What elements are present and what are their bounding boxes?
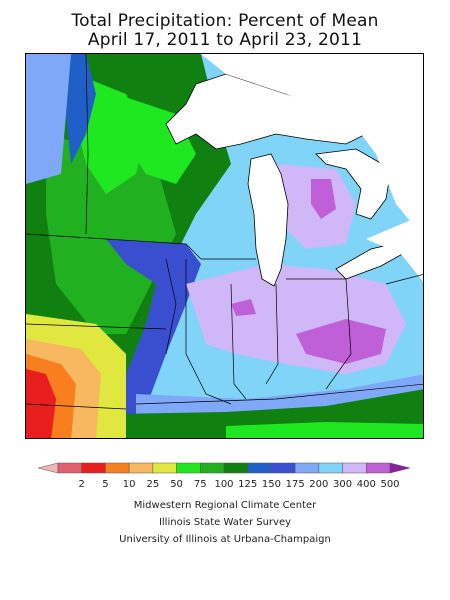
legend-label: 175 [285,479,305,490]
map-title-line2: April 17, 2011 to April 23, 2011 [87,30,363,50]
legend-label: 50 [170,479,183,490]
legend-label: 400 [356,479,376,490]
legend-colorbar [38,462,410,474]
zone-nw-blue [66,54,96,164]
legend-swatch [152,462,177,474]
lake-huron [315,148,392,220]
legend-swatch [105,462,130,474]
canada-region [201,54,423,237]
legend-label: 300 [333,479,353,490]
zone-sw-red [26,369,56,438]
map-title-line1: Total Precipitation: Percent of Mean [71,11,379,31]
legend-swatch [342,462,367,474]
legend-arrow-low [38,462,59,474]
legend-swatch [247,462,272,474]
zone-west-midgreen [46,134,176,334]
legend-label: 500 [380,479,400,490]
legend-swatch [366,462,391,474]
legend-swatch [81,462,106,474]
zone-purple-dark [296,319,386,364]
legend-swatch [200,462,225,474]
zone-south-blue [136,374,423,424]
state-boundaries [26,54,423,410]
legend-swatch [223,462,248,474]
legend-swatch [318,462,343,474]
legend-arrow-high [389,462,410,474]
legend-label: 25 [146,479,160,490]
canada-east [366,214,423,282]
credit-line3: University of Illinois at Urbana-Champai… [119,534,331,545]
lake-michigan [247,153,289,287]
zone-south-lightgreen [226,422,423,438]
zone-nw-lightblue [26,54,71,184]
legend-label: 75 [193,479,207,490]
legend-label: 150 [261,479,281,490]
legend-label: 5 [102,479,109,490]
zone-mid-blue [106,239,201,438]
precipitation-map [25,53,424,439]
zone-purple-spot [231,299,256,316]
legend-swatch [128,462,154,474]
zone-mi-dark [311,179,336,219]
legend-swatch [176,462,201,474]
credit-line1: Midwestern Regional Climate Center [133,500,317,511]
legend-swatch [57,462,82,474]
legend-label: 200 [309,479,329,490]
legend-swatch [294,462,320,474]
legend-swatch [271,462,296,474]
map-canvas [26,54,423,438]
legend-label: 2 [78,479,85,490]
credit-line2: Illinois State Water Survey [158,517,292,528]
legend-label: 125 [238,479,258,490]
legend-label: 10 [122,479,136,490]
legend-label: 100 [214,479,234,490]
